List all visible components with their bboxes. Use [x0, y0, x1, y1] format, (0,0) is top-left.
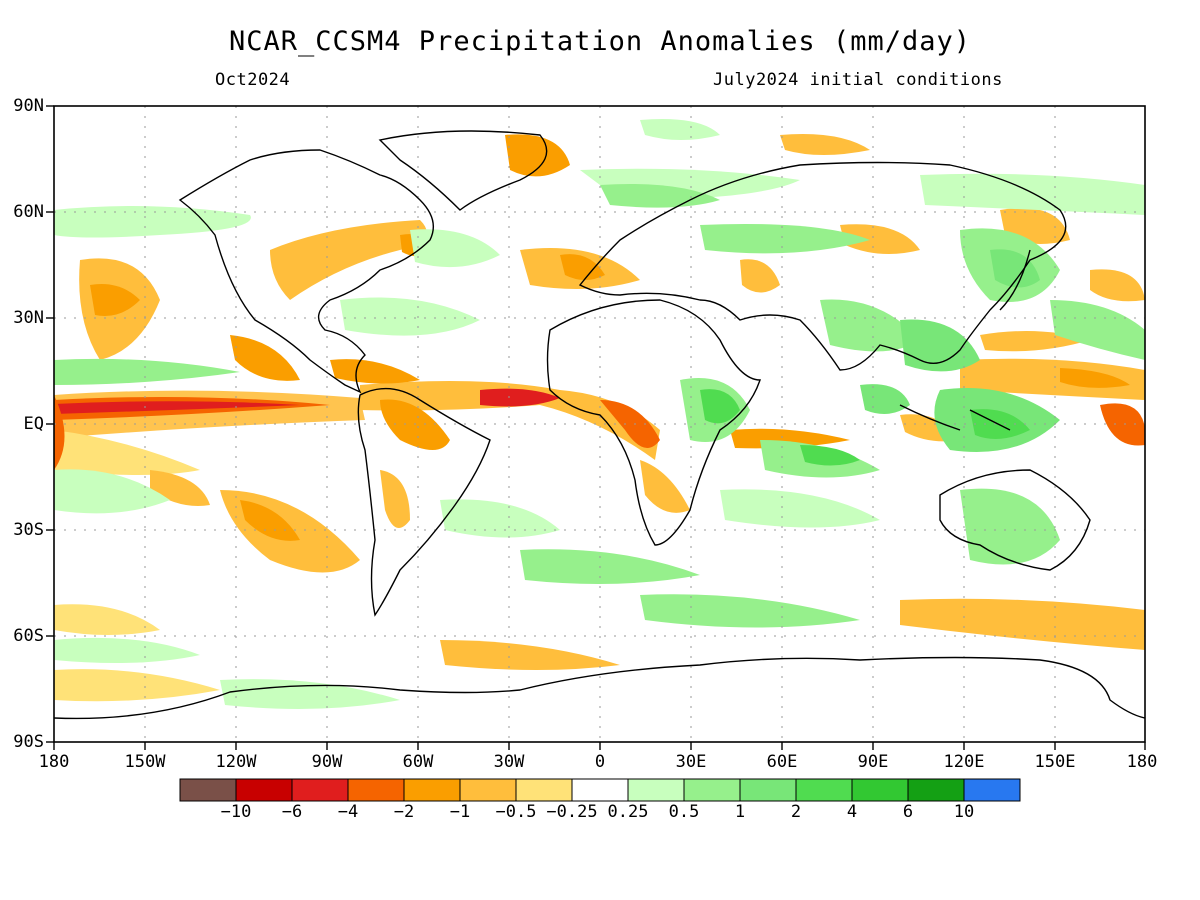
colorbar-swatch: [235, 778, 293, 802]
lon-label: 150W: [124, 752, 166, 772]
colorbar-label: −0.25: [546, 802, 598, 822]
eurasia-coast: [578, 161, 1067, 371]
colorbar-label: 2: [790, 802, 802, 822]
colorbar-label: 1: [734, 802, 746, 822]
lat-label-90s: 90S: [13, 732, 44, 752]
grid-lines: [54, 106, 1145, 742]
colorbar-label: 6: [902, 802, 914, 822]
lon-label: 120W: [215, 752, 257, 772]
initial-conditions: July2024 initial conditions: [713, 70, 1003, 90]
colorbar-label: −10: [220, 802, 252, 822]
colorbar-swatch: [571, 778, 629, 802]
lat-label-90n: 90N: [13, 96, 44, 116]
anomaly-field: [54, 119, 1145, 709]
south-america-coast: [357, 387, 491, 617]
lon-label: 180: [1126, 752, 1158, 772]
africa-coast: [546, 299, 761, 546]
lat-label-60s: 60S: [13, 626, 44, 646]
colorbar-swatch: [179, 778, 237, 802]
colorbar-swatch: [403, 778, 461, 802]
colorbar-label: 4: [846, 802, 858, 822]
colorbar-label: −0.5: [495, 802, 537, 822]
colorbar-label: −1: [449, 802, 471, 822]
colorbar-label: 0.25: [607, 802, 649, 822]
lon-label: 90W: [311, 752, 343, 772]
lon-label: 0: [594, 752, 606, 772]
forecast-month: Oct2024: [215, 70, 291, 90]
australia-coast: [939, 469, 1091, 571]
lon-label: 60E: [766, 752, 798, 772]
antarctica-coast: [54, 656, 1145, 720]
lat-label-eq: EQ: [23, 414, 44, 434]
lon-label: 30E: [675, 752, 707, 772]
colorbar-swatch: [851, 778, 909, 802]
coastlines: [54, 130, 1145, 720]
lat-label-30s: 30S: [13, 520, 44, 540]
colorbar-label: −2: [393, 802, 415, 822]
colorbar-label: −4: [337, 802, 359, 822]
lat-label-60n: 60N: [13, 202, 44, 222]
colorbar-swatch: [683, 778, 741, 802]
greenland-coast: [378, 130, 548, 211]
map-title: NCAR_CCSM4 Precipitation Anomalies (mm/d…: [229, 26, 971, 57]
wet-anomaly-regions: [54, 119, 1145, 709]
colorbar-swatch: [515, 778, 573, 802]
dry-anomaly-regions: [54, 134, 1145, 702]
colorbar-swatch: [907, 778, 965, 802]
colorbar-swatch: [291, 778, 349, 802]
colorbar-label: 0.5: [668, 802, 700, 822]
lon-label: 90E: [857, 752, 889, 772]
colorbar: [179, 778, 1021, 802]
colorbar-label: −6: [281, 802, 303, 822]
lat-label-30n: 30N: [13, 308, 44, 328]
north-america-coast: [178, 149, 434, 394]
axis-ticks: [46, 105, 1146, 750]
colorbar-swatch: [459, 778, 517, 802]
lon-label: 120E: [943, 752, 985, 772]
colorbar-label: 10: [953, 802, 975, 822]
colorbar-swatch: [963, 778, 1021, 802]
lon-label: 150E: [1034, 752, 1076, 772]
lon-label: 30W: [493, 752, 525, 772]
colorbar-swatch: [627, 778, 685, 802]
colorbar-swatch: [739, 778, 797, 802]
colorbar-swatch: [795, 778, 853, 802]
colorbar-swatch: [347, 778, 405, 802]
lon-label: 180: [38, 752, 70, 772]
lon-label: 60W: [402, 752, 434, 772]
